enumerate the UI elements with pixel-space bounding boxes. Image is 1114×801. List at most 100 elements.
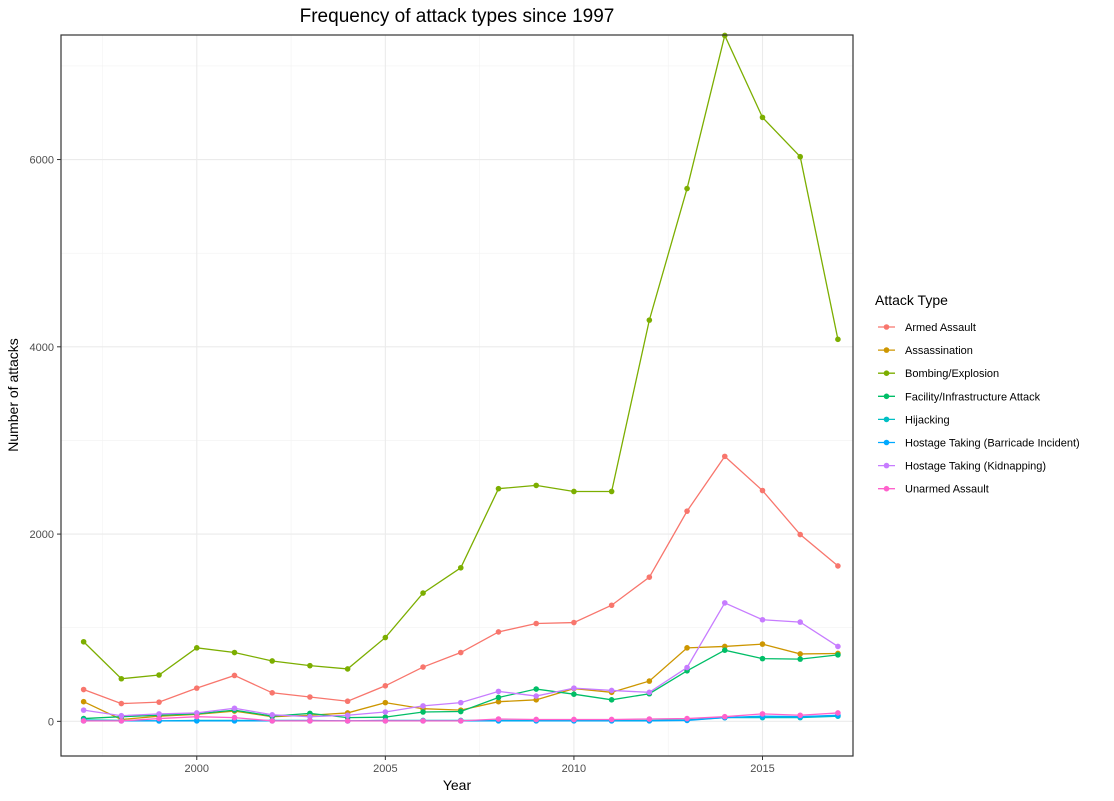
data-point-hostage-taking-kidnapping bbox=[797, 619, 803, 625]
data-point-unarmed-assault bbox=[721, 713, 728, 720]
data-point-hostage-taking-kidnapping bbox=[721, 600, 728, 606]
data-point-assassination bbox=[80, 698, 87, 705]
legend-key-point bbox=[883, 324, 890, 330]
data-point-bombing-explosion bbox=[344, 666, 351, 672]
data-point-bombing-explosion bbox=[797, 153, 803, 160]
data-point-assassination bbox=[646, 678, 653, 684]
data-point-unarmed-assault bbox=[684, 715, 690, 722]
data-point-armed-assault bbox=[495, 629, 502, 635]
data-point-hostage-taking-kidnapping bbox=[118, 712, 125, 719]
legend-label: Bombing/Explosion bbox=[905, 368, 999, 380]
data-point-armed-assault bbox=[684, 508, 690, 514]
data-point-unarmed-assault bbox=[533, 716, 539, 723]
data-point-armed-assault bbox=[231, 672, 238, 679]
data-point-unarmed-assault bbox=[307, 718, 313, 724]
data-point-assassination bbox=[797, 651, 803, 657]
y-axis-title: Number of attacks bbox=[5, 338, 21, 452]
data-point-bombing-explosion bbox=[759, 114, 766, 121]
y-tick-label: 6000 bbox=[30, 155, 54, 167]
data-point-armed-assault bbox=[533, 620, 539, 627]
data-point-armed-assault bbox=[382, 682, 389, 689]
data-point-hostage-taking-kidnapping bbox=[156, 711, 162, 717]
data-point-armed-assault bbox=[797, 531, 803, 538]
data-point-bombing-explosion bbox=[684, 185, 690, 192]
data-point-bombing-explosion bbox=[571, 488, 577, 495]
legend-label: Hijacking bbox=[905, 414, 950, 426]
legend: Attack Type Armed Assault Assassination Bo… bbox=[875, 292, 1080, 496]
data-point-armed-assault bbox=[80, 686, 87, 693]
legend-key-point bbox=[883, 393, 890, 400]
legend-label: Hostage Taking (Barricade Incident) bbox=[905, 438, 1080, 450]
data-point-unarmed-assault bbox=[797, 712, 803, 719]
x-tick-label: 2005 bbox=[373, 763, 397, 775]
legend-key-point bbox=[883, 370, 890, 377]
data-point-bombing-explosion bbox=[608, 488, 615, 495]
data-point-assassination bbox=[684, 645, 690, 651]
data-point-bombing-explosion bbox=[382, 634, 389, 641]
data-point-armed-assault bbox=[344, 698, 351, 705]
data-point-unarmed-assault bbox=[457, 718, 464, 724]
data-point-hostage-taking-kidnapping bbox=[420, 703, 426, 709]
data-point-armed-assault bbox=[571, 619, 577, 626]
data-point-armed-assault bbox=[420, 664, 426, 670]
data-point-unarmed-assault bbox=[231, 714, 238, 721]
data-point-assassination bbox=[759, 641, 766, 647]
legend-label: Hostage Taking (Kidnapping) bbox=[905, 461, 1046, 473]
data-point-bombing-explosion bbox=[307, 662, 313, 669]
legend-label: Armed Assault bbox=[905, 322, 976, 334]
data-point-armed-assault bbox=[307, 694, 313, 700]
data-point-bombing-explosion bbox=[156, 672, 162, 678]
plot-area: 2000 2005 2010 2015 0 2000 4000 6000 bbox=[30, 32, 854, 775]
data-point-hostage-taking-kidnapping bbox=[457, 699, 464, 706]
data-point-unarmed-assault bbox=[269, 718, 276, 724]
y-tick-label: 2000 bbox=[30, 529, 54, 541]
data-point-unarmed-assault bbox=[80, 718, 87, 724]
legend-item: Armed Assault bbox=[878, 322, 976, 334]
data-point-hostage-taking-kidnapping bbox=[835, 643, 841, 650]
x-axis-title: Year bbox=[443, 777, 472, 793]
data-point-armed-assault bbox=[646, 574, 653, 580]
data-point-bombing-explosion bbox=[495, 485, 502, 492]
legend-item: Unarmed Assault bbox=[878, 484, 989, 496]
data-point-armed-assault bbox=[118, 700, 125, 707]
data-point-unarmed-assault bbox=[495, 716, 502, 722]
legend-item: Bombing/Explosion bbox=[878, 368, 999, 380]
data-point-hostage-taking-kidnapping bbox=[495, 688, 502, 695]
legend-key-point bbox=[883, 485, 890, 492]
data-point-armed-assault bbox=[457, 649, 464, 656]
data-point-hostage-taking-kidnapping bbox=[344, 712, 351, 719]
x-tick-label: 2015 bbox=[750, 763, 774, 775]
data-point-armed-assault bbox=[193, 685, 200, 691]
data-point-facility-infrastructure-attack bbox=[797, 656, 803, 662]
data-point-hostage-taking-kidnapping bbox=[307, 713, 313, 720]
data-point-assassination bbox=[495, 698, 502, 705]
data-point-hostage-taking-kidnapping bbox=[684, 664, 690, 671]
y-tick-label: 4000 bbox=[30, 342, 54, 354]
data-point-hostage-taking-kidnapping bbox=[646, 689, 653, 696]
data-point-bombing-explosion bbox=[118, 675, 125, 682]
data-point-hostage-taking-kidnapping bbox=[269, 712, 276, 718]
panel-background bbox=[61, 35, 853, 756]
data-point-assassination bbox=[382, 699, 389, 706]
data-point-facility-infrastructure-attack bbox=[571, 691, 577, 697]
data-point-unarmed-assault bbox=[420, 718, 426, 724]
data-point-hostage-taking-kidnapping bbox=[382, 709, 389, 715]
data-point-unarmed-assault bbox=[382, 718, 389, 724]
data-point-hostage-taking-kidnapping bbox=[533, 693, 539, 699]
data-point-unarmed-assault bbox=[835, 710, 841, 716]
legend-label: Assassination bbox=[905, 345, 973, 357]
chart-title: Frequency of attack types since 1997 bbox=[300, 6, 615, 27]
data-point-hostage-taking-kidnapping bbox=[571, 685, 577, 691]
data-point-hostage-taking-kidnapping bbox=[80, 707, 87, 713]
legend-key-point bbox=[883, 347, 890, 353]
legend-key-point bbox=[883, 416, 890, 423]
data-point-unarmed-assault bbox=[344, 718, 351, 724]
data-point-bombing-explosion bbox=[835, 336, 841, 343]
data-point-unarmed-assault bbox=[156, 715, 162, 722]
panel-border bbox=[60, 34, 854, 757]
data-point-armed-assault bbox=[269, 689, 276, 696]
data-point-hostage-taking-barricade-incident bbox=[193, 718, 200, 724]
data-point-facility-infrastructure-attack bbox=[721, 647, 728, 653]
legend-title: Attack Type bbox=[875, 292, 948, 308]
